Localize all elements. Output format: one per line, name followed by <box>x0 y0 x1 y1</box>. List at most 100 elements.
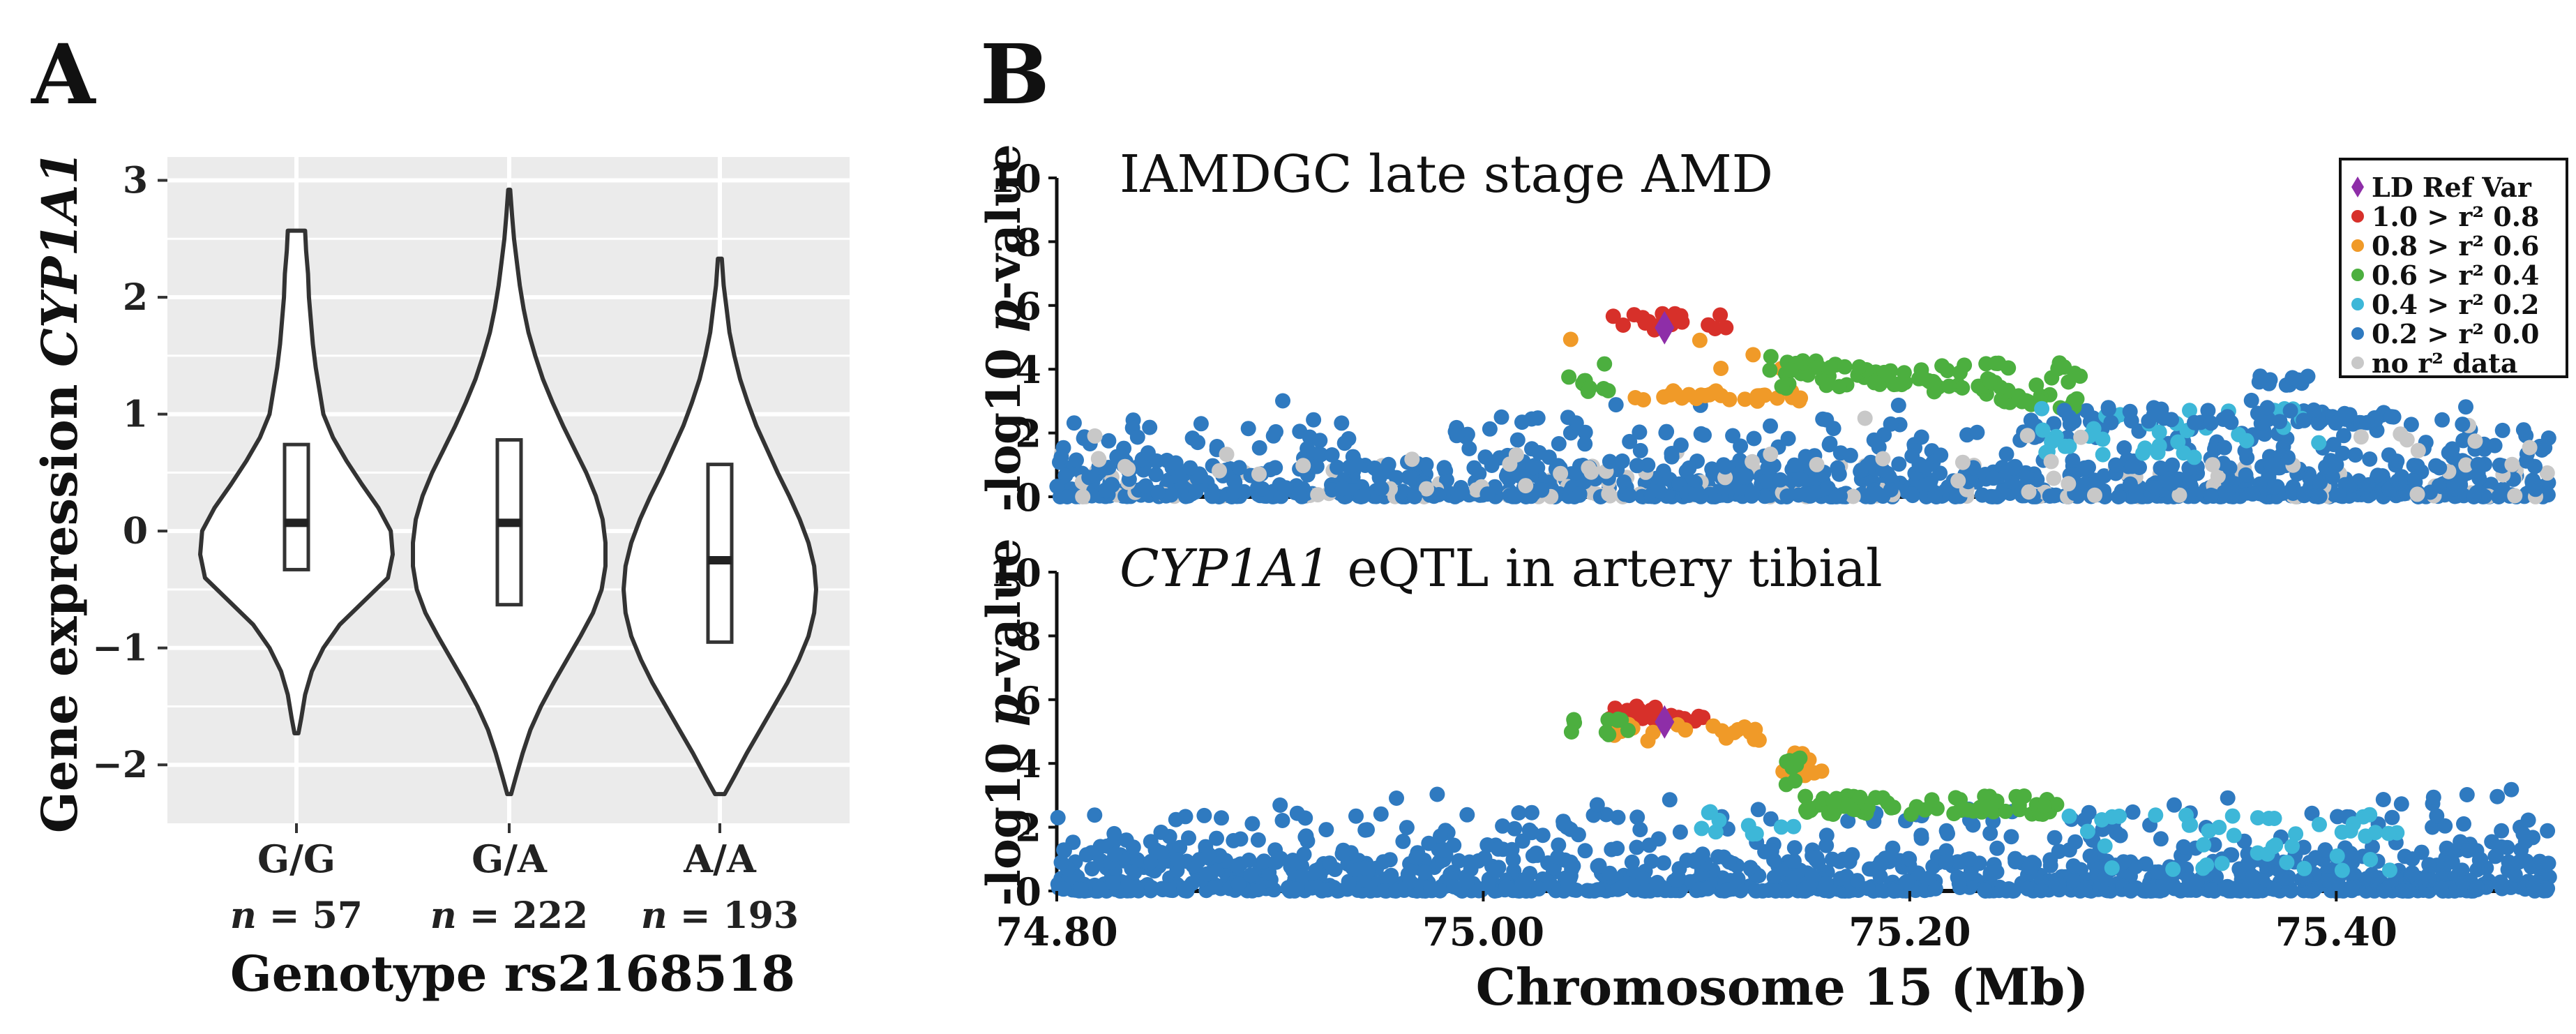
violin-y-tick-label: −2 <box>92 744 148 786</box>
snp-point <box>2259 400 2275 416</box>
snp-point <box>1791 471 1807 487</box>
snp-point <box>2456 816 2471 832</box>
snp-point <box>1890 397 1906 413</box>
violin-x-tick-label: G/A <box>472 837 548 881</box>
snp-point <box>2381 862 2397 878</box>
snp-point <box>1705 466 1721 482</box>
snp-point <box>1254 481 1270 497</box>
snp-point <box>2077 477 2093 492</box>
snp-point <box>1069 452 1084 468</box>
snp-point <box>1742 724 1758 740</box>
snp-point <box>1862 454 1878 470</box>
violin-box <box>706 463 734 644</box>
snp-point <box>1449 428 1465 444</box>
snp-point <box>2043 454 2059 470</box>
snp-point <box>1389 791 1404 806</box>
snp-point <box>1091 451 1107 467</box>
snp-point <box>2183 817 2199 833</box>
snp-point <box>1087 428 1103 444</box>
snp-point <box>1498 878 1514 894</box>
snp-point <box>1491 841 1506 857</box>
snp-point <box>1640 457 1656 473</box>
snp-point <box>1732 452 1748 468</box>
snp-point <box>1376 854 1392 870</box>
snp-point <box>2201 823 2217 839</box>
snp-point <box>2296 860 2312 876</box>
snp-point <box>1989 864 2005 880</box>
snp-point <box>1880 795 1896 811</box>
lead-snp-diamond <box>1655 310 1675 345</box>
snp-point <box>2151 864 2167 880</box>
snp-point <box>1896 365 1912 381</box>
snp-point <box>1857 410 1873 426</box>
snp-point <box>2095 431 2111 447</box>
snp-point <box>2050 361 2066 377</box>
snp-point <box>1495 818 1511 834</box>
snp-point <box>1938 854 1954 870</box>
snp-point <box>1786 818 1802 834</box>
locus-x-tick-label: 75.40 <box>2275 909 2397 955</box>
snp-point <box>2342 477 2358 493</box>
snp-point <box>2199 857 2215 873</box>
snp-point <box>2458 399 2473 415</box>
snp-point <box>2266 881 2282 897</box>
snp-point <box>2381 825 2397 841</box>
snp-point <box>2279 855 2295 871</box>
snp-point <box>2446 481 2462 497</box>
snp-point <box>1226 832 1242 848</box>
snp-point <box>2330 487 2347 503</box>
snp-point <box>1717 470 1733 486</box>
snp-point <box>1092 881 1108 897</box>
snp-point <box>1241 852 1257 868</box>
snp-point <box>1804 867 1820 883</box>
snp-point <box>2371 870 2387 886</box>
snp-point <box>1982 825 1998 841</box>
snp-point <box>2103 414 2119 430</box>
snp-point <box>1408 850 1424 866</box>
snp-point <box>2005 460 2021 476</box>
snp-point <box>1688 487 1704 502</box>
snp-point <box>1577 843 1593 859</box>
snp-point <box>2467 433 2483 449</box>
legend-entry-label: 0.2 > r² 0.0 <box>2372 318 2539 350</box>
snp-point <box>1461 441 1477 456</box>
snp-point <box>1799 804 1815 820</box>
snp-point <box>1523 411 1539 427</box>
snp-point <box>2156 410 2172 426</box>
snp-point <box>1785 870 1801 886</box>
snp-point <box>2492 457 2508 473</box>
locus-subplot-eqtl: 0 2 4 6 8 10 <box>989 550 2557 914</box>
snp-point <box>1053 449 1069 465</box>
snp-point <box>1763 418 1778 434</box>
snp-point <box>2393 426 2409 442</box>
locus-x-axis-label: Chromosome 15 (Mb) <box>1476 957 2089 1017</box>
snp-point <box>2061 808 2077 824</box>
snp-point <box>1507 487 1523 502</box>
snp-point <box>2288 826 2304 842</box>
violin-y-ticks: −2 −1 0 1 2 3 <box>92 160 167 786</box>
snp-point <box>2087 487 2102 503</box>
snp-point <box>2111 488 2127 504</box>
snp-point <box>1867 375 1882 391</box>
violin-chart: −2 −1 0 1 2 3 G/G n = 57 G/A n = 222 A/A n = 193 G… <box>31 151 850 1003</box>
snp-point <box>2433 881 2449 897</box>
snp-point <box>1750 802 1766 818</box>
snp-point <box>1840 813 1856 829</box>
snp-point <box>1461 854 1477 870</box>
snp-point <box>2051 877 2067 893</box>
snp-point <box>1561 369 1577 385</box>
snp-point <box>2203 487 2219 503</box>
snp-point <box>2035 422 2051 438</box>
snp-point <box>1786 840 1802 856</box>
snp-point <box>2437 818 2453 834</box>
violin-y-tick-label: 2 <box>123 276 148 319</box>
snp-point <box>2317 842 2333 858</box>
snp-point <box>2165 861 2181 877</box>
snp-point <box>1597 356 1613 372</box>
snp-point <box>2439 840 2455 856</box>
snp-point <box>2116 854 2132 870</box>
snp-point <box>1629 809 1645 825</box>
snp-point <box>2128 485 2144 501</box>
snp-point <box>1188 484 1204 500</box>
snp-point <box>2353 429 2369 445</box>
